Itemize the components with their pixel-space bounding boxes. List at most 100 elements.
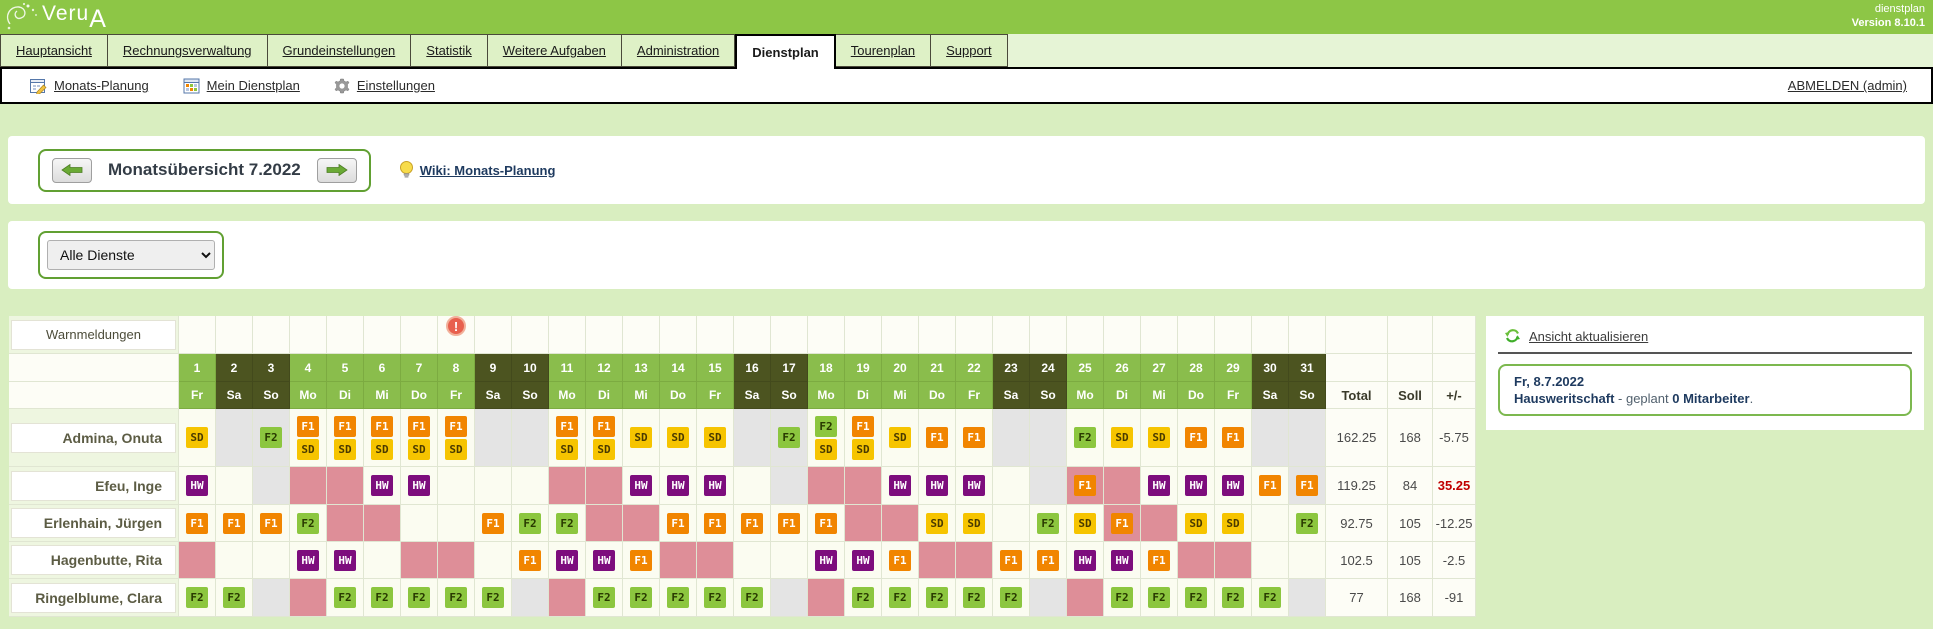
shift-cell-day-16[interactable]: F2 (734, 579, 771, 617)
shift-cell-day-21[interactable]: HW (919, 467, 956, 505)
shift-cell-day-11[interactable] (549, 579, 586, 617)
shift-cell-day-14[interactable]: F1 (660, 505, 697, 542)
tab-dienstplan[interactable]: Dienstplan (735, 34, 836, 69)
shift-cell-day-6[interactable]: F1 SD (364, 409, 401, 467)
shift-cell-day-17[interactable] (771, 579, 808, 617)
shift-cell-day-29[interactable]: F2 (1215, 579, 1252, 617)
shift-cell-day-15[interactable]: F1 (697, 505, 734, 542)
shift-cell-day-29[interactable] (1215, 542, 1252, 579)
shift-cell-day-3[interactable] (253, 579, 290, 617)
shift-cell-day-23[interactable] (993, 505, 1030, 542)
shift-cell-day-9[interactable] (475, 542, 512, 579)
shift-cell-day-8[interactable] (438, 505, 475, 542)
shift-cell-day-16[interactable] (734, 467, 771, 505)
shift-cell-day-4[interactable] (290, 467, 327, 505)
shift-cell-day-25[interactable]: F2 (1067, 409, 1104, 467)
employee-name-box[interactable]: Admina, Onuta (11, 422, 176, 453)
shift-cell-day-21[interactable]: F1 (919, 409, 956, 467)
shift-cell-day-22[interactable]: SD (956, 505, 993, 542)
employee-name-box[interactable]: Hagenbutte, Rita (11, 545, 176, 575)
shift-cell-day-9[interactable] (475, 467, 512, 505)
shift-cell-day-8[interactable]: F1 SD (438, 409, 475, 467)
shift-cell-day-27[interactable]: F2 (1141, 579, 1178, 617)
shift-cell-day-7[interactable] (401, 542, 438, 579)
shift-cell-day-17[interactable] (771, 467, 808, 505)
shift-cell-day-19[interactable]: F2 (845, 579, 882, 617)
shift-cell-day-4[interactable]: F2 (290, 505, 327, 542)
shift-cell-day-16[interactable] (734, 542, 771, 579)
shift-cell-day-29[interactable]: SD (1215, 505, 1252, 542)
shift-cell-day-5[interactable]: F1 SD (327, 409, 364, 467)
shift-cell-day-26[interactable]: F2 (1104, 579, 1141, 617)
shift-cell-day-5[interactable]: F2 (327, 579, 364, 617)
shift-cell-day-4[interactable]: HW (290, 542, 327, 579)
subnav-item-monats-planung[interactable]: Monats-Planung (30, 78, 149, 94)
shift-cell-day-23[interactable]: F1 (993, 542, 1030, 579)
shift-cell-day-30[interactable]: F1 (1252, 467, 1289, 505)
shift-cell-day-6[interactable] (364, 542, 401, 579)
shift-cell-day-8[interactable]: F2 (438, 579, 475, 617)
shift-cell-day-5[interactable]: HW (327, 542, 364, 579)
shift-cell-day-16[interactable]: F1 (734, 505, 771, 542)
shift-cell-day-13[interactable]: HW (623, 467, 660, 505)
shift-cell-day-9[interactable]: F2 (475, 579, 512, 617)
shift-cell-day-22[interactable]: F1 (956, 409, 993, 467)
shift-cell-day-15[interactable] (697, 542, 734, 579)
tab-grundeinstellungen[interactable]: Grundeinstellungen (267, 34, 412, 67)
shift-cell-day-24[interactable] (1030, 409, 1067, 467)
shift-cell-day-27[interactable]: SD (1141, 409, 1178, 467)
shift-cell-day-7[interactable]: F1 SD (401, 409, 438, 467)
shift-cell-day-11[interactable] (549, 467, 586, 505)
shift-cell-day-17[interactable]: F2 (771, 409, 808, 467)
shift-cell-day-11[interactable]: HW (549, 542, 586, 579)
subnav-item-einstellungen[interactable]: Einstellungen (334, 78, 435, 94)
shift-cell-day-2[interactable]: F1 (216, 505, 253, 542)
shift-cell-day-19[interactable] (845, 505, 882, 542)
shift-cell-day-8[interactable] (438, 467, 475, 505)
shift-cell-day-18[interactable]: F2 SD (808, 409, 845, 467)
shift-cell-day-18[interactable] (808, 579, 845, 617)
shift-cell-day-27[interactable]: HW (1141, 467, 1178, 505)
shift-cell-day-18[interactable]: HW (808, 542, 845, 579)
service-filter-select[interactable]: Alle Dienste (47, 240, 215, 270)
shift-cell-day-10[interactable] (512, 409, 549, 467)
shift-cell-day-21[interactable]: SD (919, 505, 956, 542)
shift-cell-day-3[interactable] (253, 467, 290, 505)
shift-cell-day-12[interactable]: HW (586, 542, 623, 579)
shift-cell-day-29[interactable]: HW (1215, 467, 1252, 505)
shift-cell-day-2[interactable] (216, 542, 253, 579)
shift-cell-day-28[interactable]: F1 (1178, 409, 1215, 467)
shift-cell-day-12[interactable] (586, 505, 623, 542)
shift-cell-day-18[interactable]: F1 (808, 505, 845, 542)
shift-cell-day-14[interactable]: SD (660, 409, 697, 467)
shift-cell-day-28[interactable] (1178, 542, 1215, 579)
shift-cell-day-27[interactable] (1141, 505, 1178, 542)
shift-cell-day-8[interactable] (438, 542, 475, 579)
shift-cell-day-24[interactable]: F2 (1030, 505, 1067, 542)
tab-hauptansicht[interactable]: Hauptansicht (0, 34, 108, 67)
shift-cell-day-3[interactable]: F1 (253, 505, 290, 542)
shift-cell-day-22[interactable]: F2 (956, 579, 993, 617)
shift-cell-day-29[interactable]: F1 (1215, 409, 1252, 467)
shift-cell-day-21[interactable] (919, 542, 956, 579)
shift-cell-day-14[interactable]: F2 (660, 579, 697, 617)
shift-cell-day-7[interactable] (401, 505, 438, 542)
shift-cell-day-3[interactable]: F2 (253, 409, 290, 467)
shift-cell-day-13[interactable] (623, 505, 660, 542)
shift-cell-day-31[interactable] (1289, 542, 1326, 579)
logout-link[interactable]: ABMELDEN (admin) (1787, 78, 1907, 93)
shift-cell-day-30[interactable] (1252, 505, 1289, 542)
shift-cell-day-30[interactable] (1252, 409, 1289, 467)
shift-cell-day-20[interactable]: F1 (882, 542, 919, 579)
shift-cell-day-19[interactable]: HW (845, 542, 882, 579)
shift-cell-day-2[interactable] (216, 467, 253, 505)
shift-cell-day-10[interactable] (512, 467, 549, 505)
shift-cell-day-25[interactable]: HW (1067, 542, 1104, 579)
tab-weitere-aufgaben[interactable]: Weitere Aufgaben (487, 34, 622, 67)
shift-cell-day-13[interactable]: SD (623, 409, 660, 467)
shift-cell-day-25[interactable] (1067, 579, 1104, 617)
shift-cell-day-31[interactable]: F2 (1289, 505, 1326, 542)
shift-cell-day-7[interactable]: HW (401, 467, 438, 505)
shift-cell-day-31[interactable] (1289, 409, 1326, 467)
shift-cell-day-14[interactable] (660, 542, 697, 579)
